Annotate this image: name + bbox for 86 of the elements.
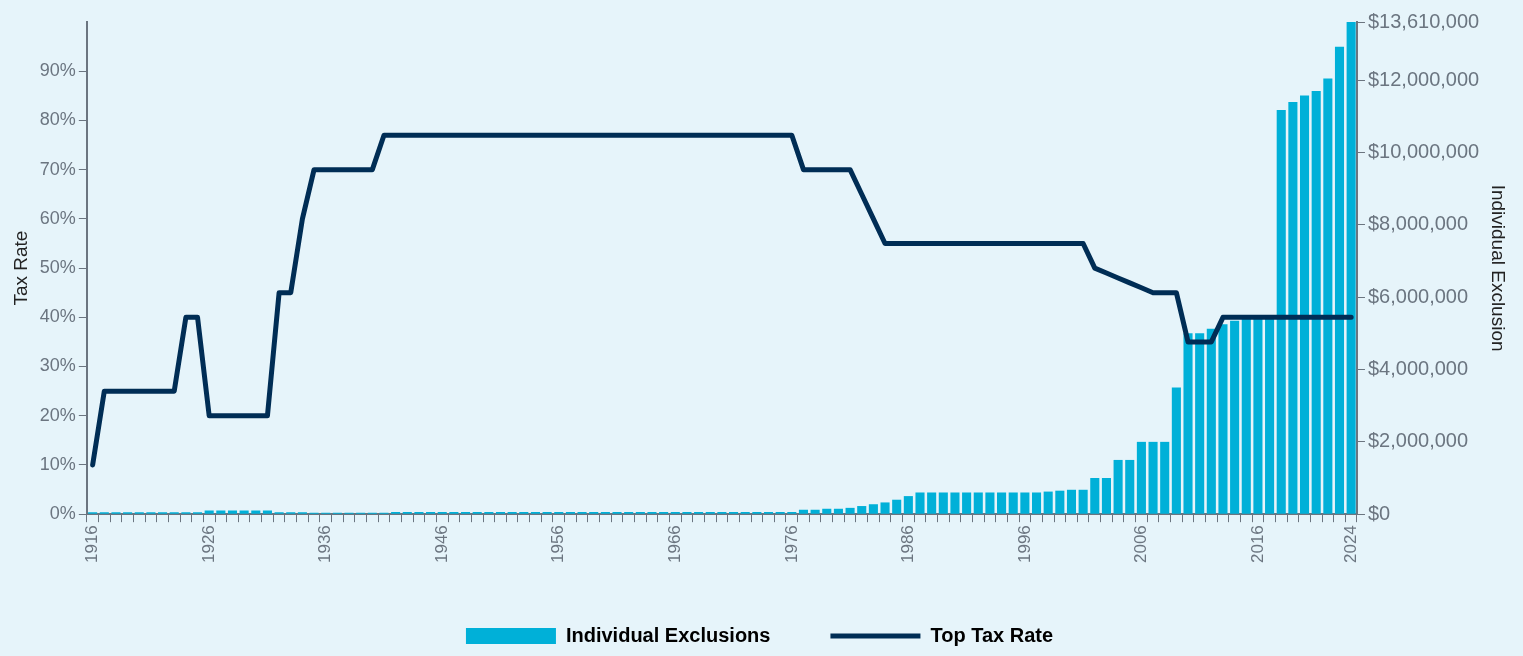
x-tick-label: 1956 xyxy=(548,525,568,564)
bar xyxy=(1101,478,1111,514)
bar xyxy=(1031,492,1042,514)
legend-label: Top Tax Rate xyxy=(930,623,1054,646)
x-tick-label: 1926 xyxy=(198,525,218,564)
y2-tick-label: $4,000,000 xyxy=(1367,357,1469,380)
y2-tick-label: $0 xyxy=(1367,501,1391,524)
bar xyxy=(997,492,1007,514)
bar xyxy=(1043,491,1053,514)
bar xyxy=(216,510,226,514)
bar xyxy=(1206,328,1216,514)
bar xyxy=(1078,489,1088,514)
bar xyxy=(1218,324,1228,514)
legend-label: Individual Exclusions xyxy=(565,623,771,646)
bar xyxy=(915,492,925,514)
bar xyxy=(833,508,843,514)
bar xyxy=(1136,441,1146,514)
bar xyxy=(227,510,238,514)
bar xyxy=(1241,318,1251,514)
y-tick-label: 70% xyxy=(39,158,76,179)
y-tick-label: 20% xyxy=(39,404,76,425)
bar xyxy=(1195,333,1205,514)
bar xyxy=(845,507,855,514)
bar xyxy=(868,504,878,514)
y2-tick-label: $6,000,000 xyxy=(1367,284,1469,307)
bar xyxy=(1334,46,1345,514)
bar xyxy=(1183,333,1193,514)
bar xyxy=(1055,490,1065,514)
bar xyxy=(1253,317,1263,514)
y-tick-label: 0% xyxy=(49,503,76,524)
bar xyxy=(1113,459,1123,514)
y-tick-label: 10% xyxy=(39,453,76,474)
bar xyxy=(1090,478,1100,514)
y2-tick-label: $2,000,000 xyxy=(1367,429,1469,452)
y-tick-label: 90% xyxy=(39,60,76,81)
bar xyxy=(880,502,890,514)
y-axis-title: Tax Rate xyxy=(9,230,31,306)
bar xyxy=(810,509,820,514)
y-tick-label: 80% xyxy=(39,109,76,130)
x-tick-label: 2006 xyxy=(1131,525,1151,564)
bar xyxy=(1020,492,1030,514)
y-tick-label: 30% xyxy=(39,355,76,376)
x-tick-label: 1976 xyxy=(781,525,801,564)
y-tick-label: 40% xyxy=(39,306,76,327)
bar xyxy=(903,496,913,514)
bar xyxy=(251,510,261,514)
bar xyxy=(938,492,948,514)
x-tick-label: 1936 xyxy=(315,525,335,564)
x-tick-label: 2024 xyxy=(1340,525,1360,564)
bar xyxy=(1276,110,1286,514)
bar xyxy=(950,492,960,514)
y2-tick-label: $8,000,000 xyxy=(1367,212,1469,235)
x-tick-label: 1946 xyxy=(431,525,451,564)
bar xyxy=(262,510,272,514)
y2-tick-label: $12,000,000 xyxy=(1367,67,1480,90)
bar xyxy=(1300,95,1310,514)
bar xyxy=(1008,492,1018,514)
bar xyxy=(892,499,902,514)
bar xyxy=(857,506,867,514)
bar xyxy=(927,492,937,514)
bar xyxy=(1323,78,1333,514)
y-tick-label: 60% xyxy=(39,207,76,228)
bar xyxy=(1160,441,1170,514)
bar xyxy=(1288,101,1298,514)
y2-tick-label: $10,000,000 xyxy=(1367,140,1480,163)
bar xyxy=(1171,387,1181,514)
x-tick-label: 1916 xyxy=(82,525,102,564)
bar xyxy=(239,510,249,514)
bar xyxy=(973,492,983,514)
y2-axis-title: Individual Exclusion xyxy=(1488,184,1510,352)
x-tick-label: 1996 xyxy=(1014,525,1034,564)
x-tick-label: 1966 xyxy=(664,525,684,564)
bar xyxy=(985,492,995,514)
bar xyxy=(1066,489,1077,514)
bar xyxy=(822,508,832,514)
bar xyxy=(798,509,809,514)
y2-tick-label: $13,610,000 xyxy=(1367,9,1480,32)
bar xyxy=(204,510,214,514)
bar xyxy=(1125,459,1135,514)
y-tick-label: 50% xyxy=(39,257,76,278)
x-tick-label: 2016 xyxy=(1247,525,1267,564)
bar xyxy=(1148,441,1158,514)
bar xyxy=(1311,91,1321,514)
bar xyxy=(1230,320,1240,514)
bar xyxy=(962,492,972,514)
x-tick-label: 1986 xyxy=(898,525,918,564)
